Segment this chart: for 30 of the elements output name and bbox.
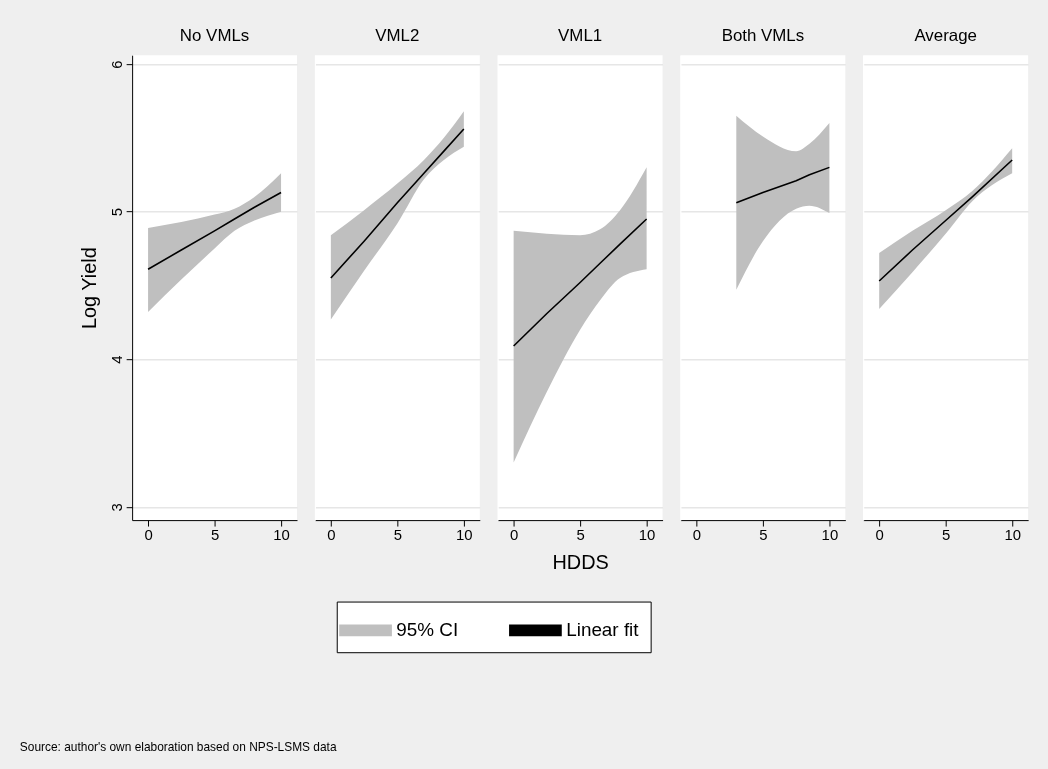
source-note: Source: author's own elaboration based on NPS-LSMS data — [19, 740, 337, 755]
x-tick-label: 5 — [759, 527, 768, 544]
x-tick-label: 5 — [393, 527, 402, 544]
x-tick-label: 0 — [144, 527, 153, 544]
x-tick-label: 10 — [638, 527, 656, 544]
x-tick-label: 10 — [1004, 527, 1021, 544]
chart-title: Average — [914, 26, 977, 46]
x-tick-label: 10 — [456, 527, 473, 544]
x-tick-label: 10 — [273, 527, 290, 544]
y-tick-label: 4 — [108, 355, 125, 364]
y-tick-label: 6 — [108, 60, 125, 69]
x-tick-label: 5 — [210, 527, 220, 544]
legend-label: 95% CI — [396, 619, 459, 641]
x-tick-label: 0 — [327, 527, 336, 544]
x-tick-label: 5 — [576, 527, 585, 544]
x-axis-title: HDDS — [552, 551, 609, 574]
y-tick-label: 3 — [108, 503, 125, 512]
chart-title: No VMLs — [179, 26, 250, 46]
chart-title: VML2 — [375, 26, 420, 46]
line-series — [147, 191, 282, 271]
y-tick-label: 5 — [108, 208, 125, 217]
x-tick-label: 5 — [942, 527, 951, 544]
chart-title: Both VMLs — [721, 26, 805, 46]
legend-label: Linear fit — [566, 619, 640, 641]
x-tick-label: 0 — [509, 527, 519, 544]
chart-title: VML1 — [558, 26, 603, 46]
y-axis-title: Log Yield — [77, 247, 100, 330]
x-tick-label: 0 — [875, 527, 884, 544]
x-tick-label: 10 — [821, 527, 839, 544]
x-tick-label: 0 — [692, 527, 702, 544]
